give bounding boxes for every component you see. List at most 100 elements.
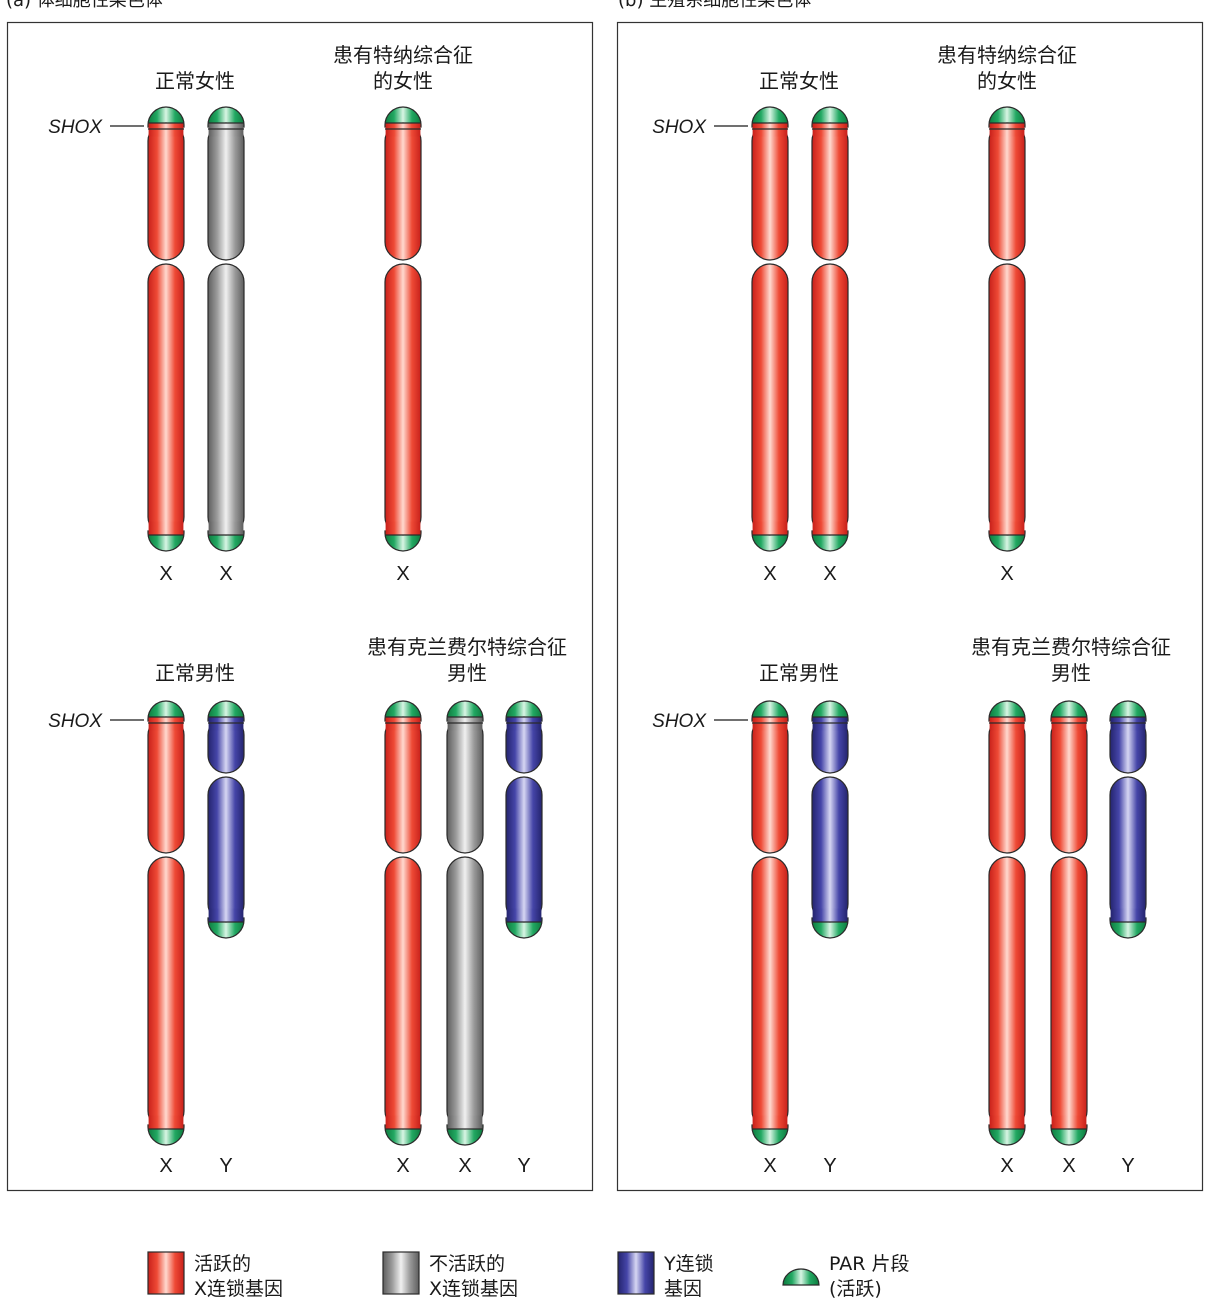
chromosome-label: Y: [219, 1155, 232, 1177]
chromosome-p-arm: [751, 122, 789, 261]
par-segment-top: [751, 700, 789, 722]
par-segment-top: [811, 106, 849, 128]
chromosome-x-active: [811, 106, 849, 552]
group-1: 正常女性 X SHOX X: [48, 69, 245, 585]
group-title-line: 的女性: [977, 69, 1037, 93]
chromosome-q-arm: [1109, 776, 1147, 923]
par-segment-top: [1109, 700, 1147, 722]
chromosome-p-arm: [988, 716, 1026, 854]
arm-end-bottom: [989, 1115, 1025, 1130]
chromosome-label: Y: [1121, 1155, 1134, 1177]
legend-swatch: [617, 1251, 655, 1295]
group-3: 正常男性 X SHOX Y: [48, 661, 245, 1177]
chromosome-q-arm: [147, 263, 185, 536]
arm-end-bottom: [208, 521, 244, 536]
par-segment-top: [751, 106, 789, 128]
par-segment-top: [988, 106, 1026, 128]
chromosome-x-active: [988, 106, 1026, 552]
chromosome-label: X: [1000, 563, 1013, 585]
par-segment-top: [1050, 700, 1088, 722]
chromosome-p-arm: [147, 122, 185, 261]
legend-swatch: [147, 1251, 185, 1295]
chromosome-x-active: [988, 700, 1026, 1146]
chromosome-label: X: [1000, 1155, 1013, 1177]
chromosome-x-active: [147, 106, 185, 552]
chromosome-label: Y: [823, 1155, 836, 1177]
legend-label: Y连锁: [663, 1253, 714, 1275]
arm-end-bottom: [447, 1115, 483, 1130]
chromosome-q-arm: [811, 776, 849, 923]
chromosome-p-arm: [811, 122, 849, 261]
arm-end-bottom: [752, 1115, 788, 1130]
arm-end-bottom: [148, 521, 184, 536]
group-3: 正常男性 X SHOX Y: [652, 661, 849, 1177]
group-title-line: 患有特纳综合征: [937, 43, 1077, 67]
chromosome-label: X: [763, 1155, 776, 1177]
par-segment-top: [446, 700, 484, 722]
shox-label: SHOX: [48, 711, 103, 732]
legend-item-active: 活跃的 X连锁基因: [147, 1251, 283, 1300]
group-title-line: 正常女性: [155, 69, 235, 93]
arm-end-bottom: [1051, 1115, 1087, 1130]
chromosome-label: X: [219, 563, 232, 585]
chromosome-y-y: [811, 700, 849, 939]
par-segment-top: [384, 106, 422, 128]
legend-label: X连锁基因: [194, 1278, 283, 1300]
chromosome-x-active: [751, 700, 789, 1146]
shox-label: SHOX: [652, 711, 707, 732]
chromosome-q-arm: [446, 856, 484, 1130]
par-segment-top: [811, 700, 849, 722]
chromosome-q-arm: [988, 856, 1026, 1130]
par-segment-top: [147, 700, 185, 722]
chromosome-p-arm: [384, 122, 422, 261]
chromosome-q-arm: [505, 776, 543, 923]
chromosome-x-active: [384, 106, 422, 552]
group-title-line: 男性: [447, 661, 487, 685]
shox-label: SHOX: [48, 117, 103, 138]
arm-end-bottom: [812, 908, 848, 923]
group-title-line: 患有特纳综合征: [333, 43, 473, 67]
arm-end-bottom: [385, 521, 421, 536]
legend-item-inactive: 不活跃的 X连锁基因: [382, 1251, 518, 1300]
chromosome-y-y: [207, 700, 245, 939]
arm-end-bottom: [385, 1115, 421, 1130]
legend-label: 活跃的: [194, 1253, 251, 1275]
group-title-line: 的女性: [373, 69, 433, 93]
chromosome-q-arm: [988, 263, 1026, 536]
chromosome-q-arm: [207, 776, 245, 923]
chromosome-x-inactive: [207, 106, 245, 552]
par-segment-top: [988, 700, 1026, 722]
chromosome-label: X: [823, 563, 836, 585]
chromosome-q-arm: [811, 263, 849, 536]
chromosome-p-arm: [751, 716, 789, 854]
legend-swatch: [782, 1268, 820, 1286]
chromosome-label: X: [396, 1155, 409, 1177]
chromosome-q-arm: [751, 856, 789, 1130]
panel-a-frame: [6, 21, 594, 1192]
panel-b-content: 正常女性XSHOXX患有特纳综合征的女性X正常男性XSHOXY患有克兰费尔特综合…: [652, 43, 1171, 1177]
arm-end-bottom: [989, 521, 1025, 536]
legend-label: (活跃): [829, 1278, 882, 1300]
chromosome-x-active: [147, 700, 185, 1146]
panel-b-label: (b) 生殖系细胞性染色体: [618, 0, 811, 11]
chromosome-x-active: [1050, 700, 1088, 1146]
group-title-line: 正常男性: [155, 661, 235, 685]
legend-label: X连锁基因: [429, 1278, 518, 1300]
chromosome-label: X: [763, 563, 776, 585]
par-segment-top: [207, 106, 245, 128]
shox-label: SHOX: [652, 117, 707, 138]
panel-b-frame: [616, 21, 1204, 1192]
arm-end-bottom: [812, 521, 848, 536]
chromosome-p-arm: [446, 716, 484, 854]
group-title-line: 正常女性: [759, 69, 839, 93]
chromosome-label: Y: [517, 1155, 530, 1177]
chromosome-y-y: [1109, 700, 1147, 939]
chromosome-x-active: [384, 700, 422, 1146]
group-1: 正常女性 X SHOX X: [652, 69, 849, 585]
arm-end-bottom: [208, 908, 244, 923]
